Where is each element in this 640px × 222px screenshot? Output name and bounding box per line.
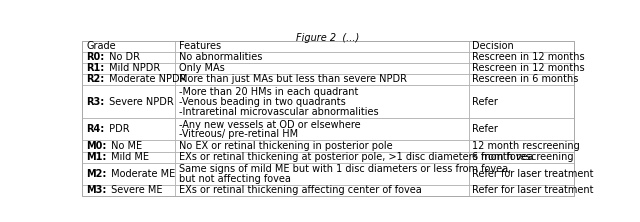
Text: No EX or retinal thickening in posterior pole: No EX or retinal thickening in posterior… xyxy=(179,141,392,151)
Bar xyxy=(175,141,468,152)
Text: Mild ME: Mild ME xyxy=(108,152,149,162)
Text: Severe ME: Severe ME xyxy=(108,186,163,196)
Text: R2:: R2: xyxy=(86,74,104,84)
Text: Grade: Grade xyxy=(86,41,116,51)
Text: 6 month rescreening: 6 month rescreening xyxy=(472,152,574,162)
Bar xyxy=(175,74,468,85)
Text: Refer: Refer xyxy=(472,124,499,134)
Text: No ME: No ME xyxy=(108,141,142,151)
Text: Moderate ME: Moderate ME xyxy=(108,169,175,179)
Text: M1:: M1: xyxy=(86,152,107,162)
Text: R4:: R4: xyxy=(86,124,104,134)
Text: Decision: Decision xyxy=(472,41,514,51)
Bar xyxy=(83,74,175,85)
Text: Refer for laser treatment: Refer for laser treatment xyxy=(472,169,594,179)
Bar xyxy=(468,40,573,52)
Bar xyxy=(468,118,573,141)
Bar xyxy=(83,40,175,52)
Bar xyxy=(468,63,573,74)
Text: Severe NPDR: Severe NPDR xyxy=(106,97,173,107)
Bar xyxy=(175,85,468,118)
Text: M0:: M0: xyxy=(86,141,107,151)
Bar xyxy=(468,141,573,152)
Bar xyxy=(175,185,468,196)
Text: -More than 20 HMs in each quadrant: -More than 20 HMs in each quadrant xyxy=(179,87,358,97)
Bar xyxy=(175,163,468,185)
Text: Figure 2  (...): Figure 2 (...) xyxy=(296,33,360,43)
Bar xyxy=(175,52,468,63)
Text: Features: Features xyxy=(179,41,221,51)
Bar xyxy=(468,52,573,63)
Text: Rescreen in 12 months: Rescreen in 12 months xyxy=(472,63,585,73)
Text: -Intraretinal microvascular abnormalities: -Intraretinal microvascular abnormalitie… xyxy=(179,107,378,117)
Bar xyxy=(175,40,468,52)
Text: Refer for laser treatment: Refer for laser treatment xyxy=(472,186,594,196)
Text: Rescreen in 12 months: Rescreen in 12 months xyxy=(472,52,585,62)
Text: Rescreen in 6 months: Rescreen in 6 months xyxy=(472,74,579,84)
Text: R1:: R1: xyxy=(86,63,104,73)
Text: PDR: PDR xyxy=(106,124,130,134)
Text: EXs or retinal thickening at posterior pole, >1 disc diameters from fovea: EXs or retinal thickening at posterior p… xyxy=(179,152,533,162)
Bar xyxy=(175,118,468,141)
Text: EXs or retinal thickening affecting center of fovea: EXs or retinal thickening affecting cent… xyxy=(179,186,421,196)
Bar xyxy=(83,185,175,196)
Text: M3:: M3: xyxy=(86,186,107,196)
Text: but not affecting fovea: but not affecting fovea xyxy=(179,174,291,184)
Bar xyxy=(83,52,175,63)
Text: R3:: R3: xyxy=(86,97,104,107)
Text: 12 month rescreening: 12 month rescreening xyxy=(472,141,580,151)
Text: Refer: Refer xyxy=(472,97,499,107)
Text: Only MAs: Only MAs xyxy=(179,63,225,73)
Bar xyxy=(83,85,175,118)
Bar xyxy=(83,118,175,141)
Text: No abnormalities: No abnormalities xyxy=(179,52,262,62)
Text: Moderate NPDR: Moderate NPDR xyxy=(106,74,186,84)
Text: M2:: M2: xyxy=(86,169,107,179)
Bar xyxy=(83,141,175,152)
Bar xyxy=(83,163,175,185)
Text: R0:: R0: xyxy=(86,52,104,62)
Text: Mild NPDR: Mild NPDR xyxy=(106,63,160,73)
Bar xyxy=(468,152,573,163)
Bar xyxy=(83,152,175,163)
Bar xyxy=(468,74,573,85)
Bar xyxy=(468,85,573,118)
Bar xyxy=(175,63,468,74)
Text: -Vitreous/ pre-retinal HM: -Vitreous/ pre-retinal HM xyxy=(179,129,298,139)
Bar xyxy=(468,163,573,185)
Text: No DR: No DR xyxy=(106,52,140,62)
Text: -Venous beading in two quadrants: -Venous beading in two quadrants xyxy=(179,97,346,107)
Text: Same signs of mild ME but with 1 disc diameters or less from fovea,: Same signs of mild ME but with 1 disc di… xyxy=(179,164,511,174)
Bar xyxy=(175,152,468,163)
Text: -Any new vessels at OD or elsewhere: -Any new vessels at OD or elsewhere xyxy=(179,120,360,130)
Bar xyxy=(468,185,573,196)
Text: More than just MAs but less than severe NPDR: More than just MAs but less than severe … xyxy=(179,74,406,84)
Bar xyxy=(83,63,175,74)
